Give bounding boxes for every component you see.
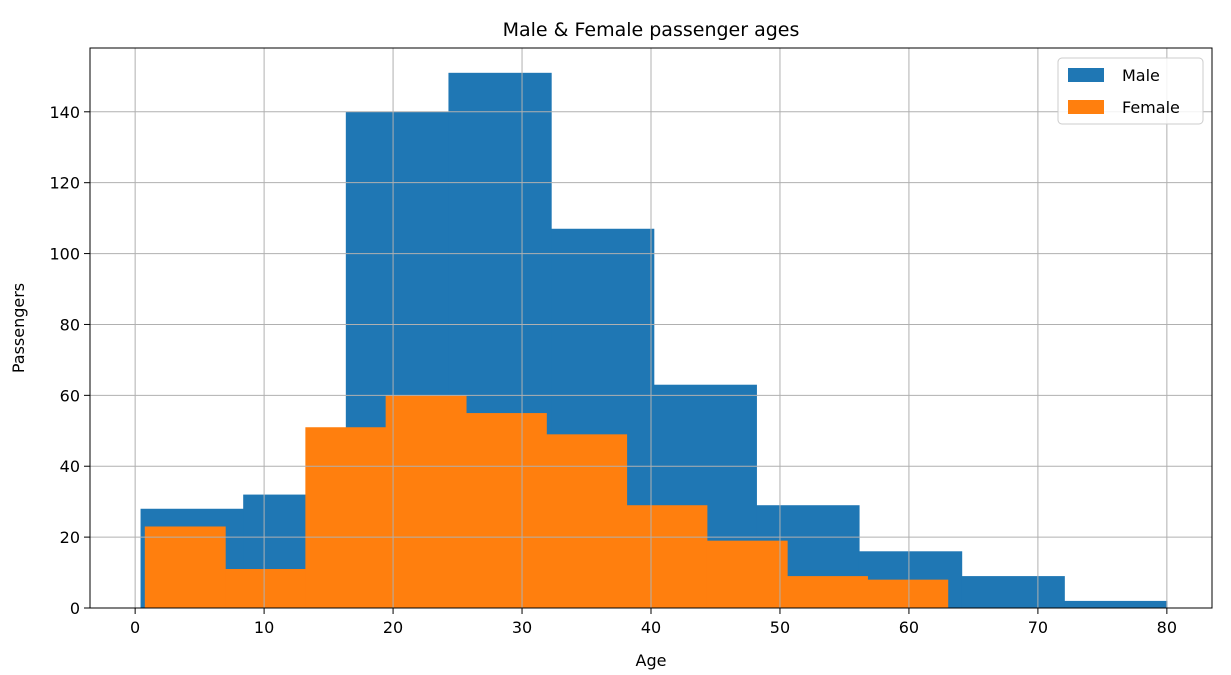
bar-female-9 [867,579,949,608]
y-tick-label-80: 80 [60,315,80,334]
legend-label-male: Male [1122,66,1160,85]
x-axis-label: Age [636,651,667,670]
y-axis-label: Passengers [9,283,28,373]
bar-female-0 [144,526,226,608]
bar-male-8 [961,576,1065,608]
y-tick-label-100: 100 [49,245,80,264]
chart-title: Male & Female passenger ages [503,19,800,41]
y-tick-label-60: 60 [60,386,80,405]
x-tick-label-10: 10 [254,618,274,637]
x-tick-label-70: 70 [1028,618,1048,637]
bar-female-6 [626,505,708,608]
bar-female-2 [305,427,387,608]
x-tick-label-80: 80 [1157,618,1177,637]
x-tick-label-30: 30 [512,618,532,637]
y-tick-label-40: 40 [60,457,80,476]
bar-female-8 [787,576,868,608]
bar-male-9 [1064,600,1168,608]
x-tick-label-50: 50 [770,618,790,637]
bar-female-7 [706,540,788,608]
y-tick-label-20: 20 [60,528,80,547]
legend-label-female: Female [1122,98,1180,117]
y-tick-label-140: 140 [49,103,80,122]
bar-female-1 [225,569,306,608]
x-tick-label-0: 0 [130,618,140,637]
ticks-layer: 0 10 20 30 40 50 60 70 80 0 20 40 60 80 100 120 140 [49,103,1177,637]
bar-female-4 [465,413,547,608]
y-tick-label-120: 120 [49,174,80,193]
bar-female-5 [546,434,628,608]
x-tick-label-60: 60 [899,618,919,637]
legend-swatch-male [1068,68,1104,82]
x-tick-label-40: 40 [641,618,661,637]
y-tick-label-0: 0 [70,599,80,618]
legend: Male Female [1057,57,1204,125]
bars-layer [140,72,1168,609]
legend-swatch-female [1068,100,1104,114]
x-tick-label-20: 20 [383,618,403,637]
bar-female-3 [385,395,467,608]
